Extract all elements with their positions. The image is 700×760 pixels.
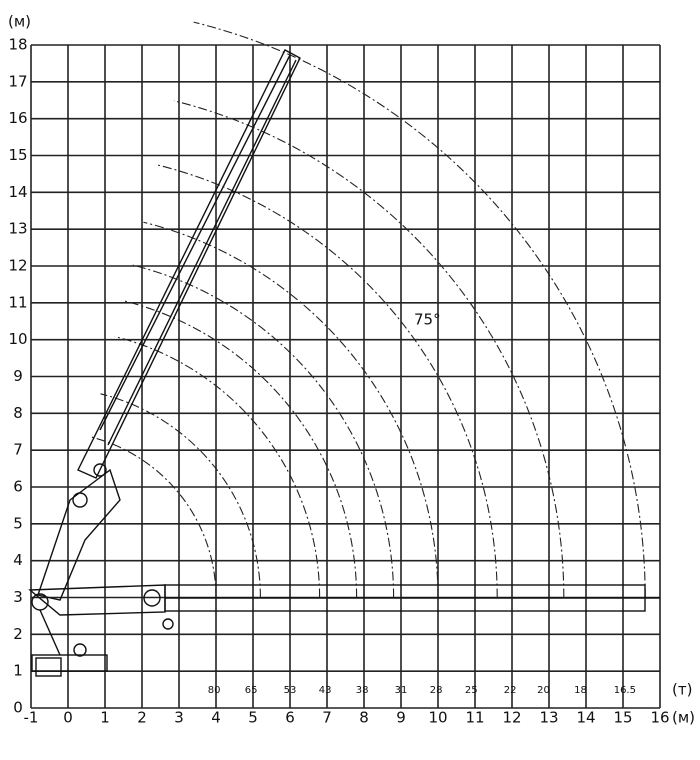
- pivot: [31, 593, 49, 611]
- y-axis-label: 17: [8, 72, 27, 90]
- load-label: 18: [574, 685, 587, 696]
- x-axis-label: 13: [539, 709, 558, 727]
- load-unit: (т): [672, 681, 692, 699]
- working-arc: [132, 264, 395, 598]
- y-axis-label: 18: [8, 36, 27, 54]
- base-block: [35, 657, 62, 677]
- x-axis-label: -1: [24, 709, 39, 727]
- y-axis-label: 15: [8, 146, 27, 164]
- load-label: 65: [245, 685, 258, 696]
- working-arc: [173, 100, 565, 598]
- x-axis-label: 6: [285, 709, 295, 727]
- working-arc: [157, 164, 498, 598]
- y-axis-label: 1: [13, 662, 23, 680]
- y-axis-label: 7: [13, 441, 23, 459]
- load-label: 20: [537, 685, 550, 696]
- boom-base: [37, 468, 121, 601]
- x-axis-label: 16: [650, 709, 669, 727]
- joint: [93, 463, 107, 477]
- grid: [30, 44, 661, 709]
- x-axis-label: 1: [100, 709, 110, 727]
- crane-drawing: [28, 49, 660, 677]
- wheel: [73, 643, 87, 657]
- x-unit: (м): [672, 709, 695, 727]
- y-axis-label: 11: [8, 293, 27, 311]
- boom-raised: [77, 49, 301, 479]
- joint: [72, 492, 88, 508]
- y-axis-label: 5: [13, 514, 23, 532]
- boom-section: [107, 59, 297, 446]
- strut: [39, 609, 61, 656]
- joint: [162, 618, 174, 630]
- load-label: 43: [319, 685, 332, 696]
- load-label: 25: [465, 685, 478, 696]
- load-label: 31: [395, 685, 408, 696]
- x-axis-label: 12: [502, 709, 521, 727]
- y-axis-label: 6: [13, 478, 23, 496]
- load-label: 16.5: [614, 685, 636, 696]
- y-axis-label: 0: [13, 699, 23, 717]
- working-arc: [143, 221, 439, 598]
- boom-root: [28, 584, 166, 616]
- x-axis-label: 11: [465, 709, 484, 727]
- y-axis-label: 4: [13, 551, 23, 569]
- y-axis-label: 16: [8, 109, 27, 127]
- x-axis-label: 7: [322, 709, 332, 727]
- y-unit: (м): [8, 13, 31, 31]
- pivot: [143, 589, 161, 607]
- labels: (м) (т) (м) 75° -1 0 1 2 3 4 5 6 7 8 9 10 11 12 13 14 15…: [8, 13, 695, 727]
- x-axis-label: 0: [63, 709, 73, 727]
- base: [31, 654, 108, 672]
- x-axis-label: 9: [396, 709, 406, 727]
- x-axis-label: 10: [428, 709, 447, 727]
- working-arcs: [89, 21, 646, 598]
- x-axis-label: 15: [613, 709, 632, 727]
- load-label: 38: [356, 685, 369, 696]
- working-arc: [123, 300, 358, 598]
- x-axis-label: 3: [174, 709, 184, 727]
- load-label: 80: [208, 685, 221, 696]
- x-axis-label: 5: [248, 709, 258, 727]
- boom-section: [99, 54, 291, 431]
- angle-label: 75°: [414, 311, 441, 329]
- working-arc: [89, 436, 217, 598]
- y-axis-label: 2: [13, 625, 23, 643]
- working-arc: [100, 393, 261, 598]
- x-axis-label: 14: [576, 709, 595, 727]
- y-axis-label: 9: [13, 367, 23, 385]
- load-label: 53: [284, 685, 297, 696]
- x-axis-label: 2: [137, 709, 147, 727]
- y-axis-label: 13: [8, 220, 27, 238]
- y-axis-label: 3: [13, 588, 23, 606]
- y-axis-label: 10: [8, 330, 27, 348]
- load-label: 22: [504, 685, 517, 696]
- working-arc: [193, 21, 646, 598]
- x-axis-label: 4: [211, 709, 221, 727]
- working-arc: [114, 336, 321, 598]
- x-axis-label: 8: [359, 709, 369, 727]
- y-axis-label: 8: [13, 404, 23, 422]
- load-label: 28: [430, 685, 443, 696]
- y-axis-label: 12: [8, 257, 27, 275]
- y-axis-label: 14: [8, 183, 27, 201]
